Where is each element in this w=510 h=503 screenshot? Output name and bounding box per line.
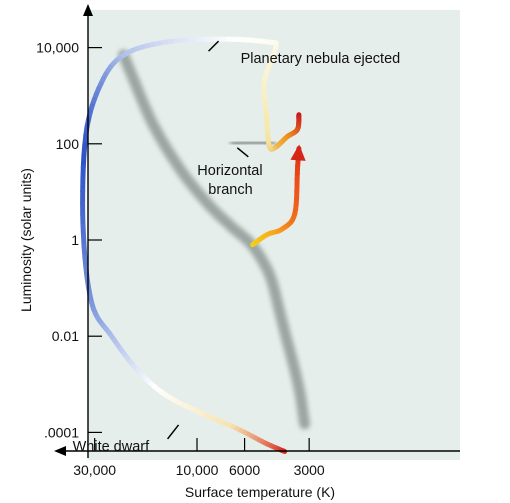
main-sequence-band: [118, 49, 311, 430]
track-red-giant: [250, 144, 306, 248]
x-axis-arrowhead: [54, 446, 66, 456]
annotation-leader: [236, 147, 249, 158]
y-tick-label: .0001: [44, 424, 79, 440]
annotation-label: White dwarf: [73, 439, 151, 455]
x-tick-label: 3000: [294, 462, 325, 478]
horizontal-branch-band: [229, 137, 276, 149]
y-tick-label: 1: [71, 232, 79, 248]
x-axis-title: Surface temperature (K): [185, 484, 335, 500]
annotation-leader: [166, 424, 180, 440]
y-tick-label: 10,000: [36, 40, 79, 56]
annotation-leader: [208, 40, 220, 52]
x-tick-label: 6000: [229, 462, 260, 478]
y-axis-arrowhead: [83, 4, 93, 16]
x-tick-label: 10,000: [176, 462, 219, 478]
annotation-label: Planetary nebula ejected: [241, 51, 401, 67]
y-tick-label: 100: [56, 136, 80, 152]
annotation-label: Horizontal: [197, 163, 262, 179]
y-axis-title: Luminosity (solar units): [18, 168, 34, 312]
y-tick-label: 0.01: [52, 328, 79, 344]
x-tick-label: 30,000: [73, 462, 116, 478]
red-giant-arrowhead: [290, 144, 306, 161]
track-post-agb: [80, 36, 302, 454]
annotation-label: branch: [208, 182, 252, 198]
plot-background: [88, 10, 460, 460]
